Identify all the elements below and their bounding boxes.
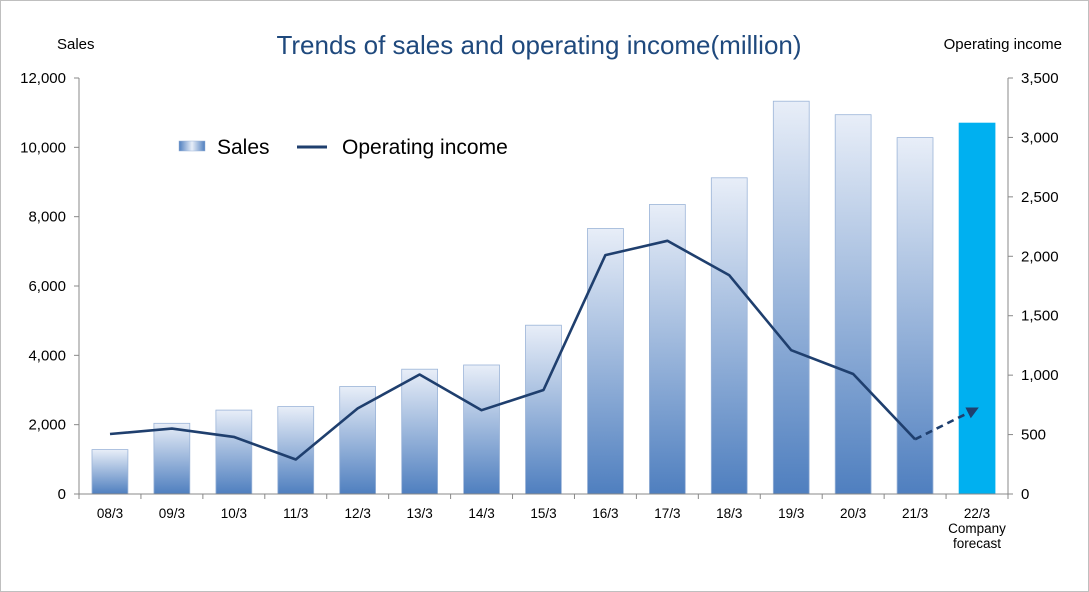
x-tick-label: 21/3 [902,506,928,521]
y2-tick-label: 3,000 [1021,129,1059,146]
x-tick-label: 10/3 [221,506,247,521]
bar-21-3 [896,137,934,495]
legend-label-sales: Sales [217,136,270,159]
legend-swatch-sales [178,140,206,152]
bar-13-3 [401,368,439,495]
x-tick-label: 19/3 [778,506,804,521]
y-tick-label: 0 [58,486,66,503]
x-tick-label: 20/3 [840,506,866,521]
bar-10-3 [215,409,253,495]
operating-income-line [109,239,917,461]
y-tick-label: 12,000 [20,70,66,87]
y2-tick-label: 2,000 [1021,248,1059,265]
x-tick-label: 11/3 [283,506,308,521]
bar-17-3 [649,204,686,495]
x-tick-label: 13/3 [406,506,432,521]
categories-layer: 08/3 09/3 10/3 11/3 12/3 13/3 14/3 15/3 16/3 17/3… [97,506,1006,551]
bars-layer [91,100,996,495]
y-tick-label: 2,000 [28,417,66,434]
x-tick-label: 22/3 [964,506,990,521]
operating-income-forecast-line [914,411,969,441]
y-axis-label: Sales [57,36,95,53]
bar-09-3 [153,422,191,495]
x-tick-label: 09/3 [159,506,185,521]
y2-tick-label: 3,500 [1021,70,1059,87]
bar-16-3 [587,228,624,495]
legend-label-operating-income: Operating income [342,136,508,159]
bar-15-3 [525,324,562,495]
forecast-arrowhead [965,407,979,419]
bar-19-3 [772,100,810,495]
bar-08-3 [91,449,129,495]
x-tick-label: 18/3 [716,506,742,521]
x-tick-label: 12/3 [345,506,371,521]
y2-tick-label: 500 [1021,427,1046,444]
y-tick-label: 8,000 [28,209,66,226]
y-tick-label: 4,000 [28,347,66,364]
legend: Sales Operating income [178,136,508,159]
x-tick-label: 08/3 [97,506,123,521]
y2-tick-label: 0 [1021,486,1029,503]
y-tick-label: 10,000 [20,139,66,156]
forecast-note: forecast [953,536,1001,551]
bar-22-3 [958,122,996,495]
chart-title: Trends of sales and operating income(mil… [276,30,801,60]
x-tick-label: 14/3 [468,506,494,521]
x-tick-label: 17/3 [654,506,680,521]
bar-20-3 [834,114,872,495]
y-tick-label: 6,000 [28,278,66,295]
y2-axis-label: Operating income [944,36,1062,53]
y2-tick-label: 2,500 [1021,189,1059,206]
forecast-note: Company [948,521,1006,536]
x-tick-label: 15/3 [530,506,556,521]
line-layer [109,239,979,461]
y2-tick-label: 1,000 [1021,367,1059,384]
x-tick-label: 16/3 [592,506,618,521]
y2-tick-label: 1,500 [1021,308,1059,325]
ticks-layer: 0 2,000 4,000 6,000 8,000 10,000 12,000 0 500 1,0… [20,70,1058,503]
bar-18-3 [710,177,748,495]
bar-14-3 [463,364,500,495]
